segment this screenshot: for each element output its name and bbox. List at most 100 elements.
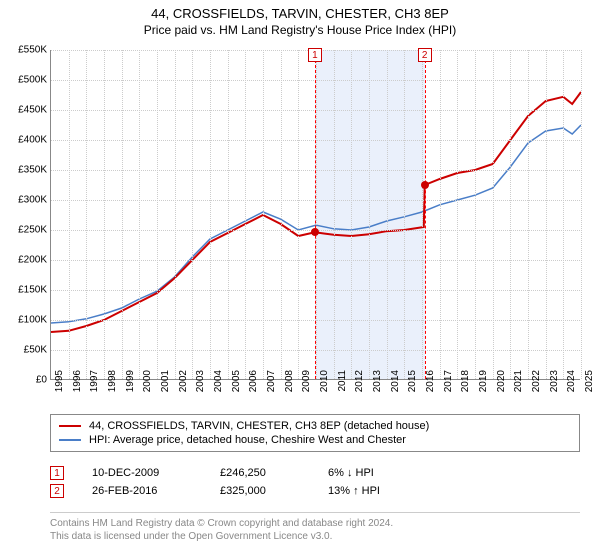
gridline-vertical (387, 50, 388, 379)
gridline-vertical (69, 50, 70, 379)
y-axis-label: £550K (3, 45, 47, 56)
chart-container: 44, CROSSFIELDS, TARVIN, CHESTER, CH3 8E… (0, 0, 600, 560)
gridline-vertical (245, 50, 246, 379)
x-axis-label: 2003 (195, 370, 206, 396)
gridline-vertical (510, 50, 511, 379)
gridline-vertical (192, 50, 193, 379)
sale-row: 226-FEB-2016£325,00013% ↑ HPI (50, 482, 580, 500)
gridline-vertical (175, 50, 176, 379)
legend-box: 44, CROSSFIELDS, TARVIN, CHESTER, CH3 8E… (50, 414, 580, 452)
sale-marker-label: 1 (308, 48, 322, 62)
x-axis-label: 2023 (549, 370, 560, 396)
legend-item: HPI: Average price, detached house, Ches… (59, 433, 571, 447)
legend-item: 44, CROSSFIELDS, TARVIN, CHESTER, CH3 8E… (59, 419, 571, 433)
gridline-vertical (369, 50, 370, 379)
plot-region: £0£50K£100K£150K£200K£250K£300K£350K£400… (50, 50, 580, 380)
y-axis-label: £250K (3, 225, 47, 236)
gridline-vertical (440, 50, 441, 379)
y-axis-label: £200K (3, 255, 47, 266)
sales-table: 1 10-DEC-2009 £246,250 6% ↓ HPI 2 26-FEB-2016… (50, 464, 580, 500)
y-axis-label: £400K (3, 135, 47, 146)
x-axis-label: 2018 (460, 370, 471, 396)
y-axis-label: £300K (3, 195, 47, 206)
sale-marker-label: 2 (418, 48, 432, 62)
x-axis-label: 2005 (231, 370, 242, 396)
chart-subtitle: Price paid vs. HM Land Registry's House … (0, 23, 600, 41)
x-axis-label: 2014 (390, 370, 401, 396)
gridline-vertical (122, 50, 123, 379)
footer-line-2: This data is licensed under the Open Gov… (50, 530, 580, 543)
sale-date: 26-FEB-2016 (92, 485, 192, 497)
sale-row-marker: 1 (50, 466, 64, 480)
x-axis-label: 2011 (337, 370, 348, 396)
chart-title: 44, CROSSFIELDS, TARVIN, CHESTER, CH3 8E… (0, 0, 600, 23)
y-axis-label: £100K (3, 315, 47, 326)
x-axis-label: 2020 (496, 370, 507, 396)
y-axis-label: £500K (3, 75, 47, 86)
footer-line-1: Contains HM Land Registry data © Crown c… (50, 517, 580, 530)
x-axis-label: 2016 (425, 370, 436, 396)
gridline-vertical (457, 50, 458, 379)
gridline-vertical (281, 50, 282, 379)
x-axis-label: 2024 (566, 370, 577, 396)
x-axis-label: 2004 (213, 370, 224, 396)
y-axis-label: £150K (3, 285, 47, 296)
x-axis-label: 2012 (354, 370, 365, 396)
gridline-vertical (228, 50, 229, 379)
x-axis-label: 2019 (478, 370, 489, 396)
x-axis-label: 1996 (72, 370, 83, 396)
legend-swatch (59, 439, 81, 441)
sale-delta: 6% ↓ HPI (328, 467, 408, 479)
gridline-vertical (563, 50, 564, 379)
gridline-vertical (422, 50, 423, 379)
sale-date: 10-DEC-2009 (92, 467, 192, 479)
y-axis-label: £450K (3, 105, 47, 116)
x-axis-label: 2001 (160, 370, 171, 396)
gridline-vertical (493, 50, 494, 379)
x-axis-label: 2009 (301, 370, 312, 396)
gridline-vertical (528, 50, 529, 379)
sale-row-marker: 2 (50, 484, 64, 498)
chart-area: £0£50K£100K£150K£200K£250K£300K£350K£400… (50, 50, 580, 380)
sale-marker-line (425, 50, 426, 379)
sale-price: £246,250 (220, 467, 300, 479)
gridline-vertical (263, 50, 264, 379)
y-axis-label: £0 (3, 375, 47, 386)
sale-marker-dot (311, 228, 319, 236)
gridline-vertical (298, 50, 299, 379)
x-axis-label: 1995 (54, 370, 65, 396)
x-axis-label: 2021 (513, 370, 524, 396)
gridline-vertical (104, 50, 105, 379)
x-axis-label: 2000 (142, 370, 153, 396)
gridline-vertical (210, 50, 211, 379)
gridline-vertical (404, 50, 405, 379)
gridline-vertical (546, 50, 547, 379)
x-axis-label: 2025 (584, 370, 595, 396)
x-axis-label: 2015 (407, 370, 418, 396)
x-axis-label: 2007 (266, 370, 277, 396)
gridline-vertical (581, 50, 582, 379)
sale-marker-dot (421, 181, 429, 189)
gridline-vertical (316, 50, 317, 379)
gridline-vertical (139, 50, 140, 379)
x-axis-label: 2017 (443, 370, 454, 396)
sale-price: £325,000 (220, 485, 300, 497)
sale-row: 1 10-DEC-2009 £246,250 6% ↓ HPI (50, 464, 580, 482)
legend-swatch (59, 425, 81, 427)
x-axis-label: 2013 (372, 370, 383, 396)
x-axis-label: 2008 (284, 370, 295, 396)
legend-label: HPI: Average price, detached house, Ches… (89, 434, 406, 446)
x-axis-label: 2006 (248, 370, 259, 396)
x-axis-label: 1998 (107, 370, 118, 396)
gridline-vertical (86, 50, 87, 379)
gridline-vertical (475, 50, 476, 379)
y-axis-label: £350K (3, 165, 47, 176)
x-axis-label: 2022 (531, 370, 542, 396)
footer-attribution: Contains HM Land Registry data © Crown c… (50, 512, 580, 543)
legend-label: 44, CROSSFIELDS, TARVIN, CHESTER, CH3 8E… (89, 420, 429, 432)
sale-marker-line (315, 50, 316, 379)
x-axis-label: 2010 (319, 370, 330, 396)
x-axis-label: 2002 (178, 370, 189, 396)
gridline-vertical (351, 50, 352, 379)
y-axis-label: £50K (3, 345, 47, 356)
